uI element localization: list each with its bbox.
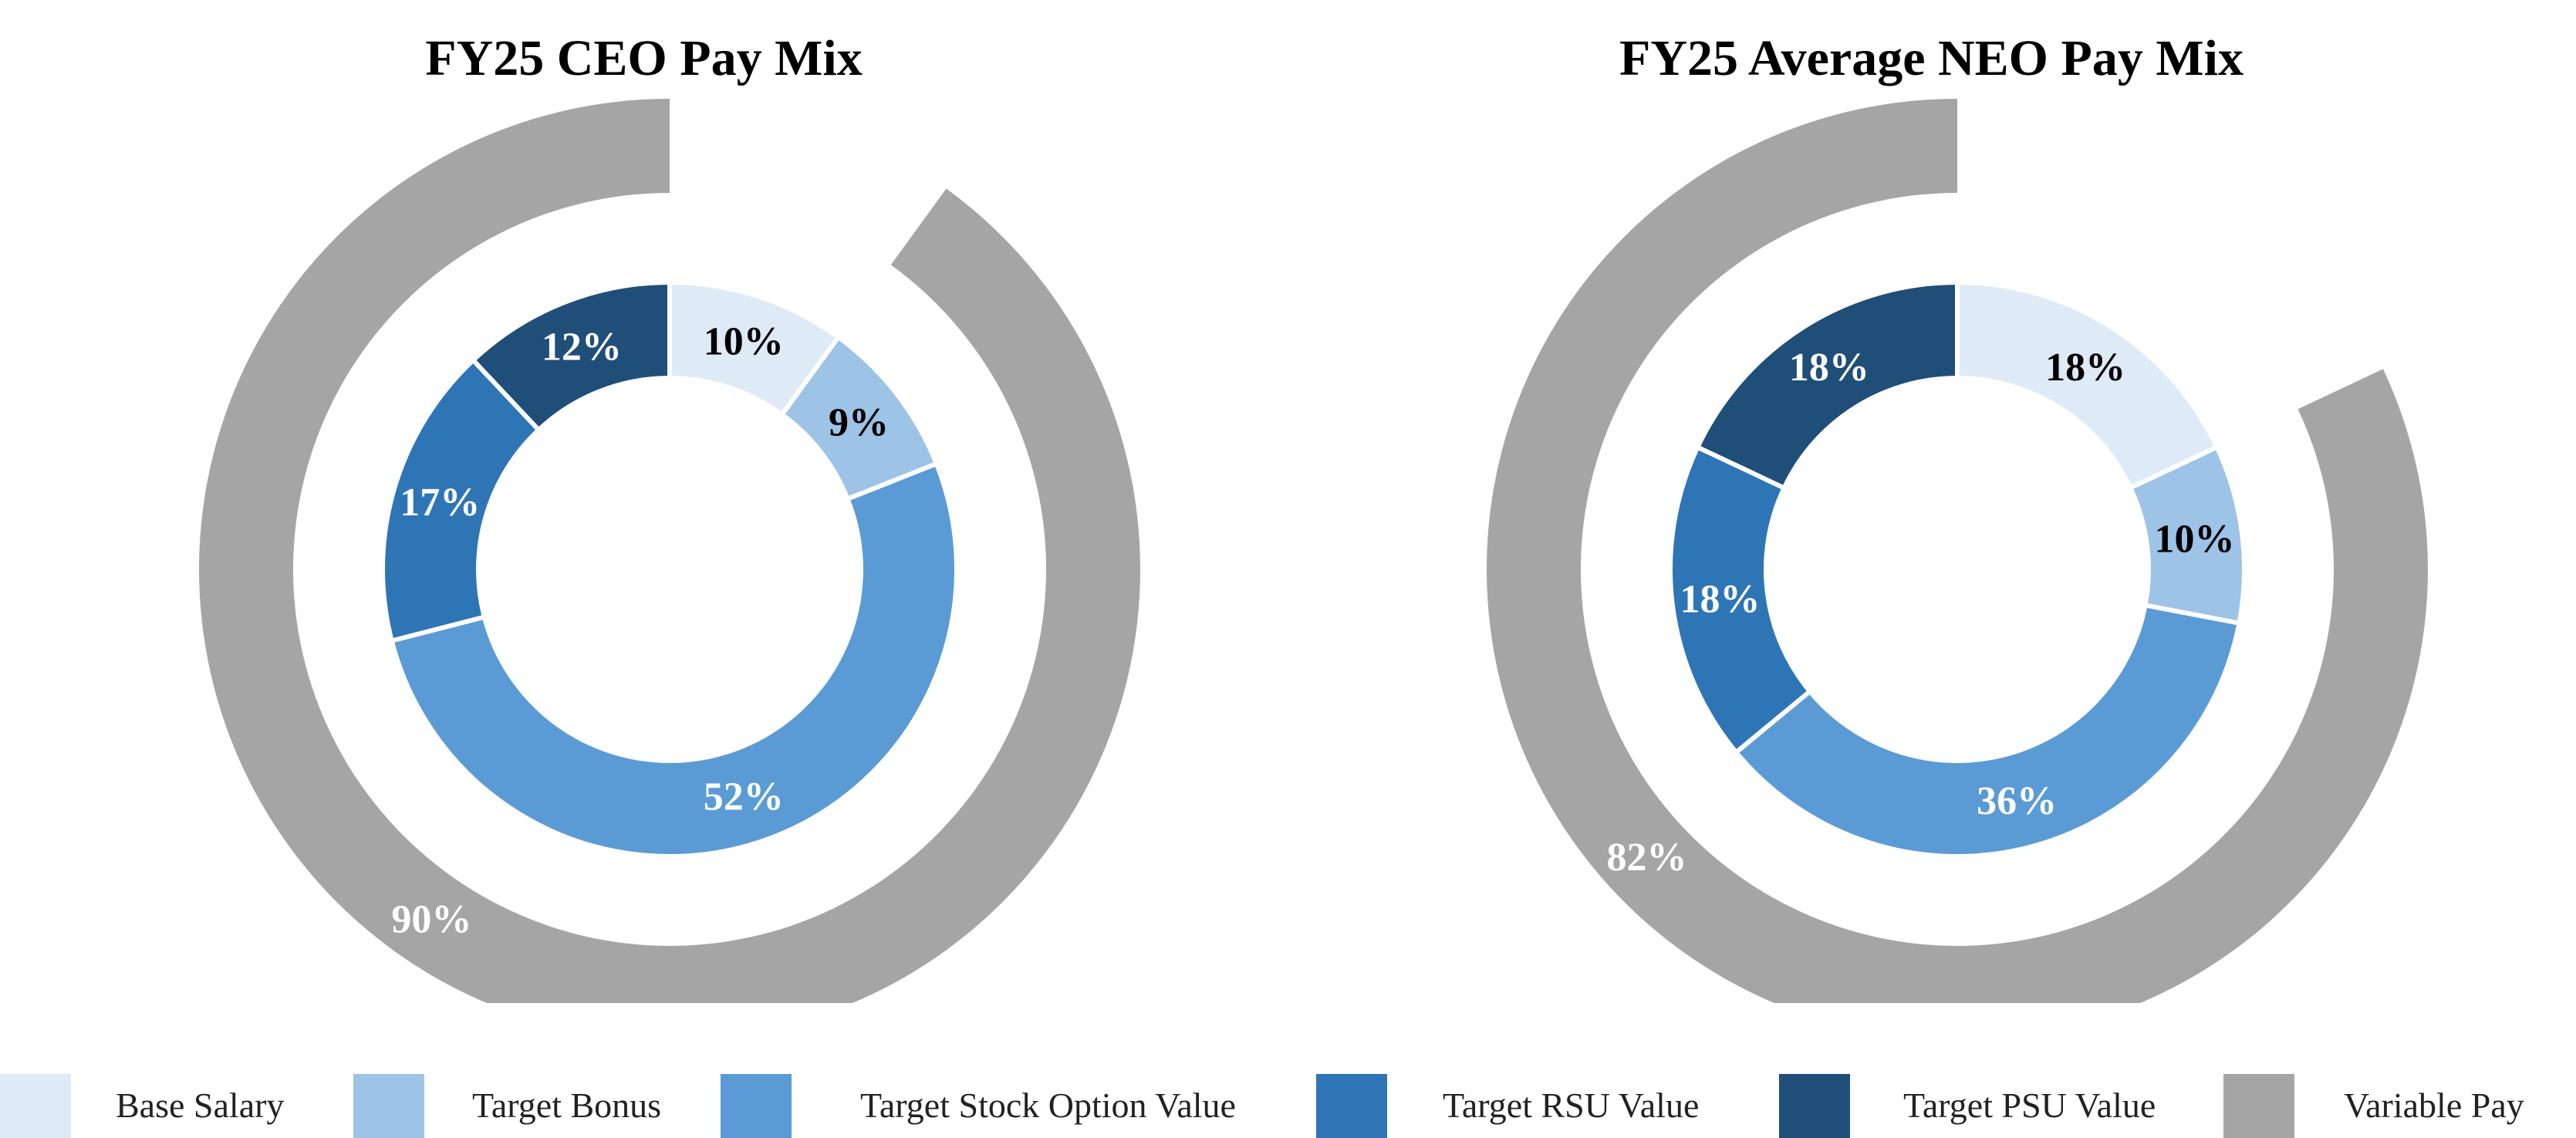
slice-target-stock-option bbox=[1733, 602, 2242, 859]
slice-label-target-bonus: 10% bbox=[2155, 518, 2235, 562]
slice-label-target-rsu: 17% bbox=[400, 481, 480, 525]
slice-target-rsu bbox=[1668, 444, 1814, 756]
legend-swatch-variable-pay bbox=[2223, 1074, 2294, 1138]
slice-label-target-rsu: 18% bbox=[1680, 577, 1760, 621]
slice-target-psu bbox=[470, 279, 672, 434]
slice-target-stock-option bbox=[389, 461, 959, 859]
donut-ceo: 10% 9% 52% 17% 12% 90% bbox=[199, 99, 1141, 1003]
chart-title: FY25 CEO Pay Mix bbox=[425, 30, 863, 86]
slice-label-target-psu: 18% bbox=[1789, 346, 1869, 390]
legend-label-base-salary: Base Salary bbox=[116, 1086, 285, 1125]
slice-label-base-salary: 10% bbox=[704, 320, 784, 364]
legend-swatch-target-bonus bbox=[353, 1074, 424, 1138]
legend-label-target-bonus: Target Bonus bbox=[472, 1086, 662, 1125]
legend-swatch-target-rsu bbox=[1316, 1074, 1387, 1138]
legend-swatch-target-psu bbox=[1779, 1074, 1850, 1138]
slice-label-target-bonus: 9% bbox=[829, 400, 889, 444]
donut-neo: 18% 10% 36% 18% 18% 82% bbox=[1487, 99, 2428, 1003]
slice-label-base-salary: 18% bbox=[2045, 346, 2125, 390]
slice-variable-pay bbox=[199, 99, 1141, 1003]
chart-ceo-pay-mix: FY25 CEO Pay Mix 10% 9% 52% 17% 12% 90% bbox=[0, 0, 1288, 1003]
legend-label-variable-pay: Variable Pay bbox=[2344, 1086, 2524, 1125]
slice-label-variable-pay: 90% bbox=[391, 898, 471, 942]
chart-neo-pay-mix: FY25 Average NEO Pay Mix 18% 10% 36% 18% 18%… bbox=[1288, 0, 2575, 1003]
slice-label-target-stock-option: 36% bbox=[1977, 779, 2057, 823]
legend-label-target-stock-option: Target Stock Option Value bbox=[860, 1086, 1236, 1125]
chart-title: FY25 Average NEO Pay Mix bbox=[1619, 30, 2243, 86]
slice-label-variable-pay: 82% bbox=[1606, 836, 1686, 880]
legend-label-target-psu: Target PSU Value bbox=[1903, 1086, 2156, 1125]
legend-label-target-rsu: Target RSU Value bbox=[1443, 1086, 1700, 1125]
legend: Base Salary Target Bonus Target Stock Op… bbox=[0, 1074, 2576, 1138]
legend-swatch-target-stock-option bbox=[721, 1074, 792, 1138]
slice-base-salary bbox=[1955, 279, 2220, 491]
slice-label-target-stock-option: 52% bbox=[704, 775, 784, 819]
legend-swatch-base-salary bbox=[0, 1074, 71, 1138]
slice-target-psu bbox=[1694, 279, 1960, 491]
slice-label-target-psu: 12% bbox=[542, 325, 622, 369]
